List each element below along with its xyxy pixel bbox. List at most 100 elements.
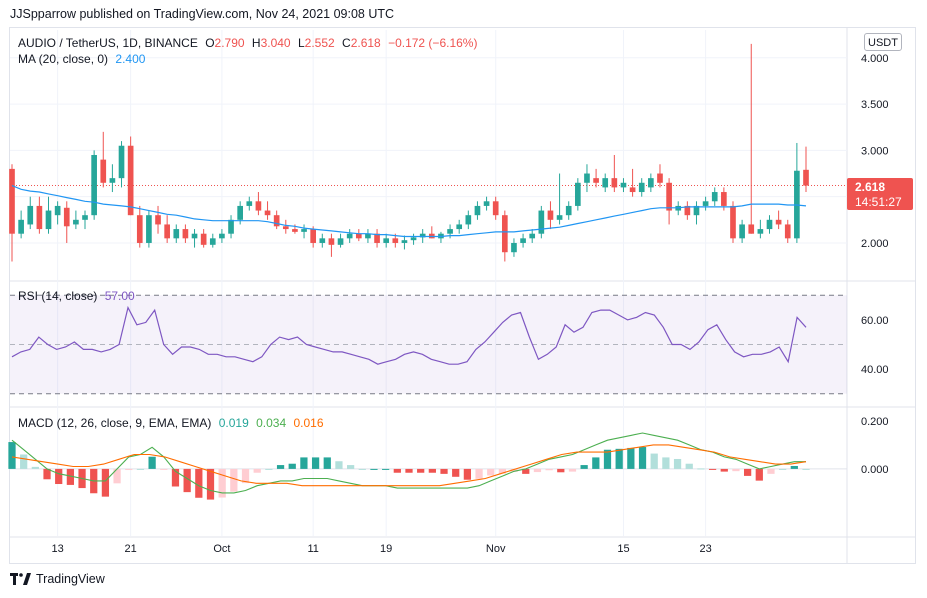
macd-histogram-bar — [522, 468, 530, 474]
candle-body — [465, 215, 472, 225]
macd-pane — [8, 432, 847, 500]
macd-histogram-bar — [580, 465, 588, 469]
candle-body — [538, 210, 545, 234]
macd-histogram-bar — [288, 463, 296, 469]
candle-body — [483, 201, 490, 206]
candle-body — [127, 145, 134, 216]
macd-histogram-bar — [43, 468, 51, 480]
candle-body — [219, 233, 225, 239]
candle-body — [164, 224, 170, 239]
time-tick-label: 23 — [699, 543, 711, 555]
rsi-legend[interactable]: RSI (14, close) 57.00 — [18, 289, 139, 303]
macd-histogram-bar — [276, 465, 285, 469]
symbol-label[interactable]: AUDIO / TetherUS, 1D, BINANCE — [18, 36, 198, 50]
candle-body — [575, 182, 581, 206]
candle-body — [666, 182, 672, 211]
macd-label[interactable]: MACD (12, 26, close, 9, EMA, EMA) — [18, 416, 212, 430]
close-label: C — [342, 36, 351, 50]
macd-histogram-bar — [627, 447, 635, 469]
candle-body — [200, 233, 207, 245]
candle-body — [648, 178, 654, 188]
candle-body — [91, 155, 97, 216]
price-pane — [9, 43, 847, 262]
macd-histogram-bar — [428, 468, 436, 473]
grid — [10, 28, 915, 563]
time-tick-label: 13 — [52, 543, 64, 555]
macd-tick-label: 0.000 — [861, 464, 889, 476]
macd-tick-label: 0.200 — [861, 416, 889, 428]
candle-body — [611, 178, 618, 188]
macd-histogram-bar — [755, 468, 763, 481]
macd-histogram-bar — [790, 465, 798, 469]
candle-body — [657, 173, 663, 183]
candle-body — [27, 205, 34, 225]
ma-value: 2.400 — [115, 52, 146, 66]
macd-histogram-bar — [66, 468, 75, 485]
candle-body — [273, 215, 280, 227]
currency-button[interactable]: USDT — [864, 33, 902, 51]
candle-body — [155, 215, 161, 225]
time-tick-label: Nov — [486, 543, 506, 555]
macd-histogram-bar — [767, 468, 775, 474]
candle-body — [456, 224, 463, 230]
macd-histogram-bar — [557, 468, 565, 473]
macd-histogram-bar — [568, 468, 577, 472]
macd-line — [11, 432, 806, 494]
time-tick-label: 19 — [380, 543, 392, 555]
candle-body — [529, 233, 536, 239]
candle-body — [803, 169, 809, 186]
macd-histogram-bar — [779, 468, 787, 470]
open-label: O — [205, 36, 215, 50]
macd-histogram-bar — [452, 468, 460, 477]
candle-body — [693, 205, 700, 216]
candle-body — [282, 226, 289, 230]
candle-body — [18, 219, 24, 234]
candle-body — [766, 219, 773, 230]
macd-histogram-bar — [148, 456, 156, 469]
macd-histogram-bar — [743, 468, 752, 476]
ma-legend[interactable]: MA (20, close, 0) 2.400 — [18, 52, 149, 66]
rsi-tick-label: 40.00 — [861, 364, 889, 376]
candle-body — [346, 233, 353, 239]
ma-label[interactable]: MA (20, close, 0) — [18, 52, 109, 66]
candle-body — [136, 215, 143, 243]
ma20-line — [11, 185, 807, 238]
rsi-tick-label: 60.00 — [861, 315, 889, 327]
time-tick-label: 21 — [125, 543, 137, 555]
macd-histogram-bar — [615, 448, 623, 469]
price-legend[interactable]: AUDIO / TetherUS, 1D, BINANCE O2.790 H3.… — [18, 36, 481, 50]
chart-frame — [9, 27, 916, 564]
candle-body — [383, 238, 390, 243]
candle-body — [355, 233, 362, 239]
candle-body — [629, 187, 636, 193]
macd-histogram-bar — [101, 468, 110, 497]
macd-histogram-bar — [346, 465, 355, 469]
macd-histogram-bar — [463, 468, 472, 480]
candle-body — [310, 229, 317, 243]
candle-body — [82, 215, 88, 220]
candle-body — [565, 205, 572, 216]
tradingview-brand[interactable]: TradingView — [10, 572, 105, 586]
macd-histogram-bar — [592, 457, 600, 469]
candle-body — [209, 238, 216, 245]
macd-histogram-bar — [638, 447, 647, 469]
macd-histogram-bar — [603, 449, 612, 469]
macd-histogram-bar — [55, 468, 63, 485]
candle-body — [739, 224, 745, 239]
macd-histogram-bar — [113, 468, 121, 484]
candle-body — [593, 178, 599, 183]
open-value: 2.790 — [214, 36, 245, 50]
macd-histogram-bar — [545, 468, 553, 471]
rsi-label[interactable]: RSI (14, close) — [18, 289, 98, 303]
low-value: 2.552 — [304, 36, 335, 50]
macd-histogram-bar — [417, 468, 425, 473]
macd-histogram-bar — [708, 468, 717, 470]
macd-histogram-bar — [311, 457, 320, 469]
candle-body — [337, 238, 344, 245]
candle-body — [228, 219, 234, 234]
macd-legend[interactable]: MACD (12, 26, close, 9, EMA, EMA) 0.019 … — [18, 416, 328, 430]
candle-body — [784, 224, 791, 239]
macd-histogram-bar — [685, 463, 693, 469]
candle-body — [602, 178, 609, 188]
